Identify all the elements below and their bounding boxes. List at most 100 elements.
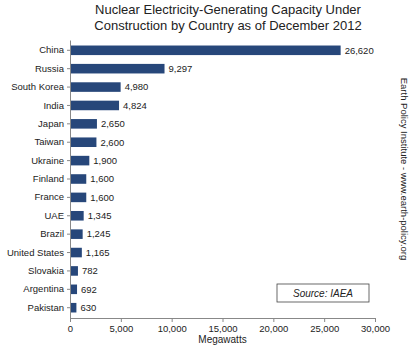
y-tick-label: Japan xyxy=(38,118,64,129)
bar xyxy=(70,82,121,92)
y-tick: Taiwan xyxy=(34,136,70,147)
x-tick-mark xyxy=(223,318,224,322)
bar xyxy=(70,266,78,276)
plot: 26,620 9,297 4,980 4,824 2,650 2,600 1,900 1,60… xyxy=(7,41,390,334)
bars xyxy=(70,46,341,313)
title: Nuclear Electricity-Generating Capacity … xyxy=(94,2,361,33)
bar xyxy=(70,211,84,221)
x-tick-label: 15,000 xyxy=(208,323,237,334)
data-label: 692 xyxy=(81,284,97,295)
y-tick-mark xyxy=(67,142,70,143)
y-tick: Finland xyxy=(33,173,70,184)
data-label: 630 xyxy=(80,302,96,313)
y-tick: Pakistan xyxy=(28,302,70,313)
bar xyxy=(70,229,83,239)
x-tick: 10,000 xyxy=(158,318,187,334)
y-tick-label: India xyxy=(43,99,64,110)
bar xyxy=(70,174,86,184)
y-tick-label: Russia xyxy=(35,63,65,74)
y-tick-label: Ukraine xyxy=(31,155,64,166)
y-tick-label: Taiwan xyxy=(34,136,64,147)
y-tick-label: United States xyxy=(7,247,64,258)
y-tick-label: South Korea xyxy=(11,81,65,92)
x-axis: 0 5,000 10,000 15,000 20,000 25,000 30,000 xyxy=(68,318,390,334)
bar xyxy=(70,248,82,258)
bar xyxy=(70,285,77,295)
y-tick-mark xyxy=(67,87,70,88)
data-label: 1,165 xyxy=(86,247,110,258)
y-tick-mark xyxy=(67,289,70,290)
x-tick-label: 30,000 xyxy=(361,323,390,334)
data-label: 9,297 xyxy=(169,63,193,74)
y-tick-label: Finland xyxy=(33,173,64,184)
y-tick: Slovakia xyxy=(28,265,70,276)
x-tick: 0 xyxy=(68,318,73,334)
y-tick-mark xyxy=(67,307,70,308)
y-tick-mark xyxy=(67,179,70,180)
x-tick-label: 5,000 xyxy=(109,323,133,334)
y-tick: China xyxy=(39,44,70,55)
data-label: 26,620 xyxy=(345,45,374,56)
y-tick-mark xyxy=(67,68,70,69)
y-tick: United States xyxy=(7,247,70,258)
y-tick: India xyxy=(43,99,70,110)
y-tick: France xyxy=(34,191,70,202)
data-label: 4,824 xyxy=(123,100,147,111)
bar xyxy=(70,156,89,166)
y-tick-mark xyxy=(67,160,70,161)
data-label: 1,600 xyxy=(90,192,114,203)
data-label: 1,345 xyxy=(88,210,112,221)
x-tick-mark xyxy=(324,318,325,322)
data-label: 2,600 xyxy=(100,137,124,148)
y-tick-label: Brazil xyxy=(40,228,64,239)
y-tick: Japan xyxy=(38,118,70,129)
x-tick-label: 20,000 xyxy=(259,323,288,334)
x-tick-mark xyxy=(70,318,71,322)
data-labels: 26,620 9,297 4,980 4,824 2,650 2,600 1,900 1,60… xyxy=(80,45,373,313)
x-tick-label: 10,000 xyxy=(158,323,187,334)
bar xyxy=(70,119,97,129)
data-label: 4,980 xyxy=(125,81,149,92)
y-tick-label: Argentina xyxy=(23,283,64,294)
y-tick-mark xyxy=(67,270,70,271)
y-tick: Ukraine xyxy=(31,155,70,166)
data-label: 1,900 xyxy=(93,155,117,166)
y-tick-label: UAE xyxy=(44,210,64,221)
x-tick-mark xyxy=(375,318,376,322)
bar xyxy=(70,137,96,147)
y-axis-line xyxy=(70,41,71,319)
y-tick-mark xyxy=(67,105,70,106)
x-tick: 25,000 xyxy=(310,318,339,334)
data-label: 2,650 xyxy=(101,118,125,129)
x-tick: 20,000 xyxy=(259,318,288,334)
y-tick-mark xyxy=(67,197,70,198)
y-tick: South Korea xyxy=(11,81,70,92)
bar xyxy=(70,193,86,203)
bar xyxy=(70,101,119,111)
chart: Nuclear Electricity-Generating Capacity … xyxy=(0,0,411,346)
y-tick-label: Pakistan xyxy=(28,302,64,313)
y-tick-mark xyxy=(67,234,70,235)
x-tick: 15,000 xyxy=(208,318,237,334)
x-tick-mark xyxy=(121,318,122,322)
data-label: 1,245 xyxy=(87,228,111,239)
x-tick: 5,000 xyxy=(109,318,133,334)
y-tick-mark xyxy=(67,252,70,253)
y-tick-mark xyxy=(67,215,70,216)
source-box xyxy=(277,284,369,302)
x-tick-label: 25,000 xyxy=(310,323,339,334)
y-tick-label: France xyxy=(34,191,64,202)
bar xyxy=(70,64,165,74)
source-note: Source: IAEA xyxy=(293,288,353,299)
title-line: Nuclear Electricity-Generating Capacity … xyxy=(95,2,362,17)
y-axis: China Russia South Korea India Japan Taiwan Uk… xyxy=(7,41,71,319)
x-tick-mark xyxy=(273,318,274,322)
x-tick-mark xyxy=(172,318,173,322)
y-tick: UAE xyxy=(44,210,70,221)
x-tick-label: 0 xyxy=(68,323,73,334)
data-label: 782 xyxy=(82,265,98,276)
y-tick-mark xyxy=(67,50,70,51)
bar xyxy=(70,46,341,56)
y-tick: Argentina xyxy=(23,283,70,294)
x-tick: 30,000 xyxy=(361,318,390,334)
